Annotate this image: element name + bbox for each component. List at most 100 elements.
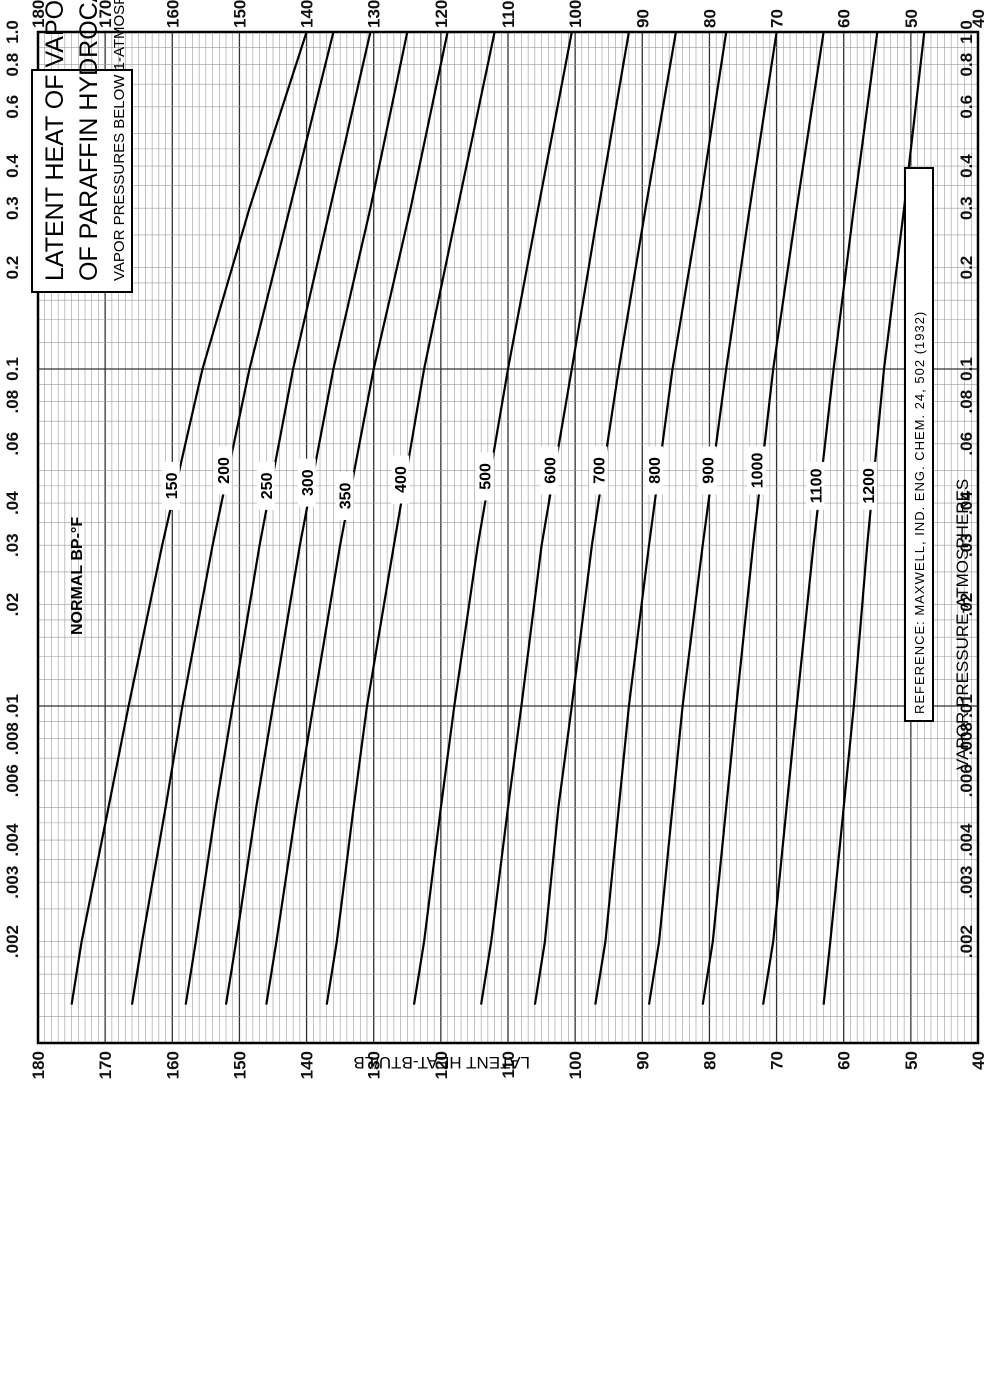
curve-label-title: NORMAL BP-°F [69, 517, 86, 635]
pressure-tick-label-right: .06 [957, 432, 976, 456]
pressure-tick-label-left: .008 [3, 722, 22, 755]
grid [37, 32, 979, 1044]
pressure-tick-label-right: .03 [957, 533, 976, 557]
pressure-tick-label-left: .01 [3, 694, 22, 718]
heat-tick-label-bottom: 170 [96, 1051, 115, 1079]
pressure-tick-label-right: 0.8 [957, 53, 976, 77]
pressure-tick-label-left: .003 [3, 866, 22, 899]
title-box-frame [31, 69, 133, 293]
curve-label-bg [806, 461, 825, 510]
curve-bp-300 [224, 31, 409, 1005]
heat-tick-label-bottom: 50 [902, 1051, 921, 1070]
curve-label-bg [256, 461, 275, 510]
heat-tick-label-bottom: 140 [298, 1051, 317, 1079]
reference-box: REFERENCE: MAXWELL, IND. ENG. CHEM. 24, … [904, 167, 934, 722]
heat-tick-label-bottom: 130 [365, 1051, 384, 1079]
curve-bp-1200 [822, 31, 926, 1005]
curve-bp-500 [412, 31, 573, 1005]
curve-bp-1000 [701, 31, 825, 1005]
curve-label-bg [644, 446, 663, 495]
reference-frame [904, 167, 934, 722]
curve-bp-350 [265, 31, 449, 1005]
curve-label-200: 200 [216, 457, 233, 484]
curve-label-bg [747, 446, 766, 495]
chart-title: LATENT HEAT OF VAPORIZATION [41, 0, 69, 281]
curve-bp-400 [325, 31, 496, 1005]
heat-tick-label-bottom: 40 [969, 1051, 988, 1070]
heat-tick-label-top: 180 [29, 0, 48, 28]
curves: 150 200 250 300 350 400 500 600 700 800 900 1000 110… [70, 31, 926, 1005]
curve-label-bg [475, 452, 494, 501]
heat-tick-label-top: 170 [96, 0, 115, 28]
heat-tick-label-top: 60 [835, 9, 854, 28]
pressure-tick-label-left: .03 [3, 533, 22, 557]
heat-tick-label-bottom: 60 [835, 1051, 854, 1070]
curve-bp-700 [533, 31, 677, 1005]
pressure-tick-label-right: .004 [957, 823, 976, 857]
axis-ticks: 180 180 170 170 160 160 150 150 140 140 130 130 120 1… [3, 0, 988, 1079]
curve-label-1000: 1000 [750, 453, 767, 489]
heat-tick-label-bottom: 120 [432, 1051, 451, 1079]
curve-bp-150 [70, 31, 308, 1005]
curve-label-bg [858, 461, 877, 510]
curve-label-bg [589, 446, 608, 495]
pressure-tick-label-right: 1.0 [957, 20, 976, 44]
curve-bp-800 [594, 31, 728, 1005]
heat-tick-label-top: 140 [298, 0, 317, 28]
heat-tick-label-top: 150 [230, 0, 249, 28]
curve-bp-200 [130, 31, 335, 1005]
heat-tick-label-top: 160 [163, 0, 182, 28]
pressure-tick-label-right: .002 [957, 925, 976, 958]
curve-label-600: 600 [542, 457, 559, 484]
heat-tick-label-top: 40 [969, 9, 988, 28]
heat-tick-label-bottom: 100 [566, 1051, 585, 1079]
curve-label-800: 800 [647, 457, 664, 484]
pressure-tick-label-left: .004 [3, 823, 22, 857]
heat-tick-label-top: 130 [365, 0, 384, 28]
pressure-tick-label-right: .003 [957, 866, 976, 899]
heat-tick-label-bottom: 80 [700, 1051, 719, 1070]
curve-label-500: 500 [478, 463, 495, 490]
curve-label-bg [297, 458, 316, 507]
curve-label-250: 250 [259, 472, 276, 499]
pressure-tick-label-left: 1.0 [3, 20, 22, 44]
heat-tick-label-bottom: 90 [633, 1051, 652, 1070]
pressure-tick-label-left: .04 [3, 491, 22, 515]
curve-label-700: 700 [591, 457, 608, 484]
pressure-tick-label-right: .04 [957, 491, 976, 515]
pressure-tick-label-left: .06 [3, 432, 22, 456]
curve-label-300: 300 [300, 469, 317, 496]
pressure-tick-label-right: 0.4 [957, 154, 976, 178]
pressure-tick-label-left: 0.4 [3, 154, 22, 178]
heat-tick-label-top: 100 [566, 0, 585, 28]
pressure-tick-label-right: .008 [957, 722, 976, 755]
curve-bp-600 [480, 31, 630, 1005]
curve-label-bg [540, 446, 559, 495]
pressure-tick-label-left: .002 [3, 925, 22, 958]
chart-note: VAPOR PRESSURES BELOW 1-ATMOSPHERE [111, 0, 128, 281]
pressure-tick-label-right: 0.3 [957, 196, 976, 220]
heat-tick-label-top: 120 [432, 0, 451, 28]
pressure-tick-label-right: .006 [957, 764, 976, 797]
pressure-tick-label-right: 0.2 [957, 256, 976, 280]
title-box: LATENT HEAT OF VAPORIZATION OF PARAFFIN … [31, 0, 133, 293]
chart-subtitle: OF PARAFFIN HYDROCARBONS [75, 0, 103, 281]
pressure-tick-label-left: 0.3 [3, 196, 22, 220]
pressure-tick-label-right: 0.1 [957, 357, 976, 381]
curve-label-bg [214, 446, 233, 495]
pressure-tick-label-right: .08 [957, 390, 976, 414]
pressure-tick-label-left: .02 [3, 593, 22, 617]
heat-tick-label-top: 90 [633, 9, 652, 28]
heat-tick-label-top: 70 [768, 9, 787, 28]
plot-border [36, 30, 980, 1045]
curve-label-bg [161, 461, 180, 510]
pressure-tick-label-right: .01 [957, 694, 976, 718]
heat-tick-label-bottom: 150 [230, 1051, 249, 1079]
curve-label-400: 400 [393, 466, 410, 493]
curve-label-bg [335, 471, 354, 520]
heat-tick-label-top: 80 [700, 9, 719, 28]
heat-tick-label-bottom: 110 [499, 1051, 518, 1078]
heat-tick-label-top: 110 [499, 1, 518, 28]
y-axis-title: LATENT HEAT-BTU/LB [353, 1053, 530, 1072]
